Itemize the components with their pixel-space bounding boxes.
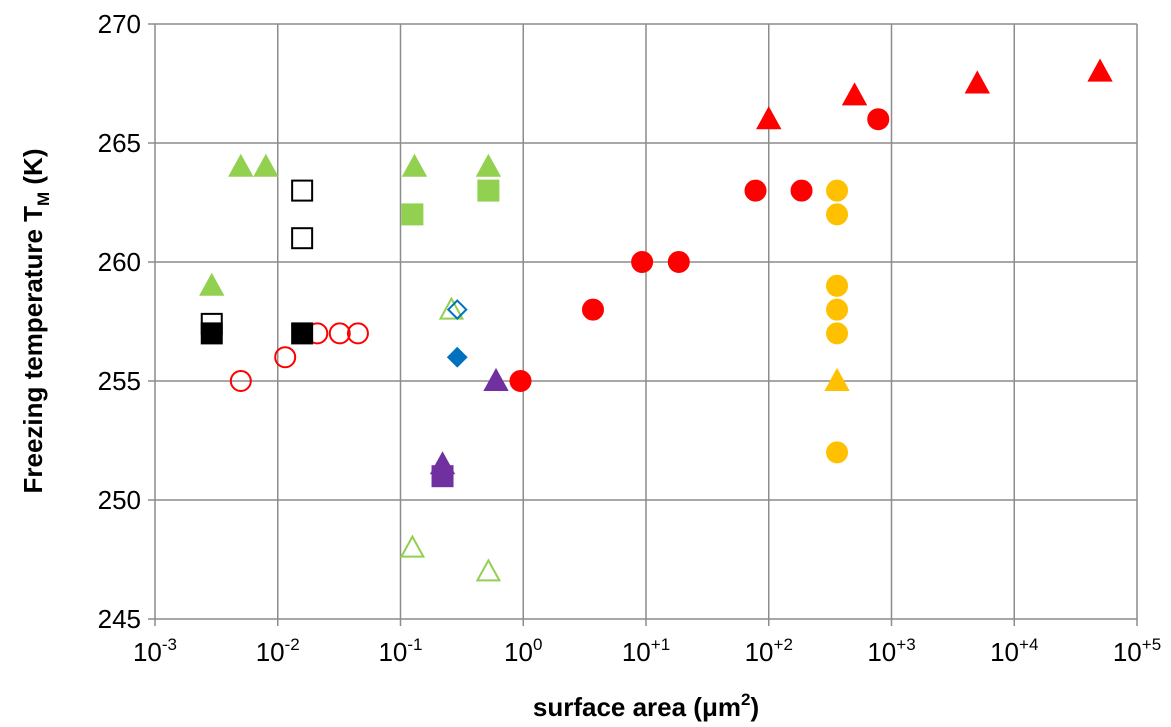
data-point-triangle: [483, 367, 509, 391]
data-point-circle: [867, 108, 890, 131]
y-tick-label: 270: [98, 9, 141, 39]
x-tick-label: 10-3: [133, 635, 177, 667]
data-point-circle: [826, 322, 849, 345]
tick-labels: 245 250 255 260 265 270 10-3 10-2 10-1 100 10+1 10+…: [98, 9, 1162, 667]
data-point-diamond: [446, 346, 468, 368]
data-point-circle: [346, 322, 369, 345]
data-point-circle: [826, 274, 849, 297]
data-point-triangle: [438, 296, 465, 320]
data-point-triangle: [253, 153, 279, 177]
data-point-circle: [229, 370, 252, 392]
data-point-triangle: [475, 153, 502, 177]
data-point-circle: [826, 203, 849, 226]
y-tick-label: 250: [98, 485, 141, 515]
data-point-triangle: [964, 70, 990, 94]
data-point-circle: [667, 251, 690, 273]
data-point-square: [291, 179, 314, 202]
data-point-circle: [826, 179, 849, 202]
data-point-circle: [744, 179, 767, 202]
y-axis-title: Freezing temperature TM (K): [18, 148, 53, 493]
x-tick-label: 100: [504, 635, 542, 667]
data-point-triangle: [841, 82, 868, 106]
y-tick-label: 255: [98, 366, 141, 396]
x-tick-label: 10-2: [256, 635, 300, 667]
x-tick-label: 10+4: [990, 635, 1038, 667]
data-point-square: [291, 322, 314, 345]
data-point-triangle: [475, 558, 502, 582]
data-point-triangle: [824, 367, 850, 391]
data-point-circle: [509, 370, 532, 392]
axes: [148, 23, 1138, 626]
data-point-circle: [631, 251, 654, 273]
x-tick-label: 10+2: [745, 635, 793, 667]
y-tick-label: 245: [98, 604, 141, 634]
x-tick-label: 10+1: [622, 635, 670, 667]
data-point-square: [477, 179, 500, 202]
data-point-diamond: [446, 299, 468, 321]
data-point-circle: [581, 298, 604, 321]
data-point-triangle: [756, 106, 782, 130]
data-point-square: [200, 322, 223, 345]
data-point-circle: [826, 441, 849, 464]
y-tick-label: 260: [98, 247, 141, 277]
data-point-circle: [790, 179, 813, 202]
data-point-circle: [826, 298, 849, 321]
data-point-square: [431, 465, 454, 488]
x-tick-label: 10-1: [378, 635, 422, 667]
y-tick-label: 265: [98, 128, 141, 158]
x-axis-title: surface area (μm2): [533, 690, 759, 722]
data-point-square: [291, 227, 314, 250]
data-points: [199, 58, 1113, 582]
data-point-triangle: [199, 272, 225, 296]
data-point-circle: [274, 346, 297, 369]
data-point-triangle: [1087, 58, 1113, 82]
data-point-triangle: [399, 534, 426, 558]
data-point-circle: [328, 322, 351, 345]
x-tick-label: 10+3: [867, 635, 915, 667]
x-tick-label: 10+5: [1113, 635, 1161, 667]
data-point-square: [401, 203, 424, 226]
data-point-triangle: [228, 153, 254, 177]
data-point-triangle: [401, 153, 428, 177]
